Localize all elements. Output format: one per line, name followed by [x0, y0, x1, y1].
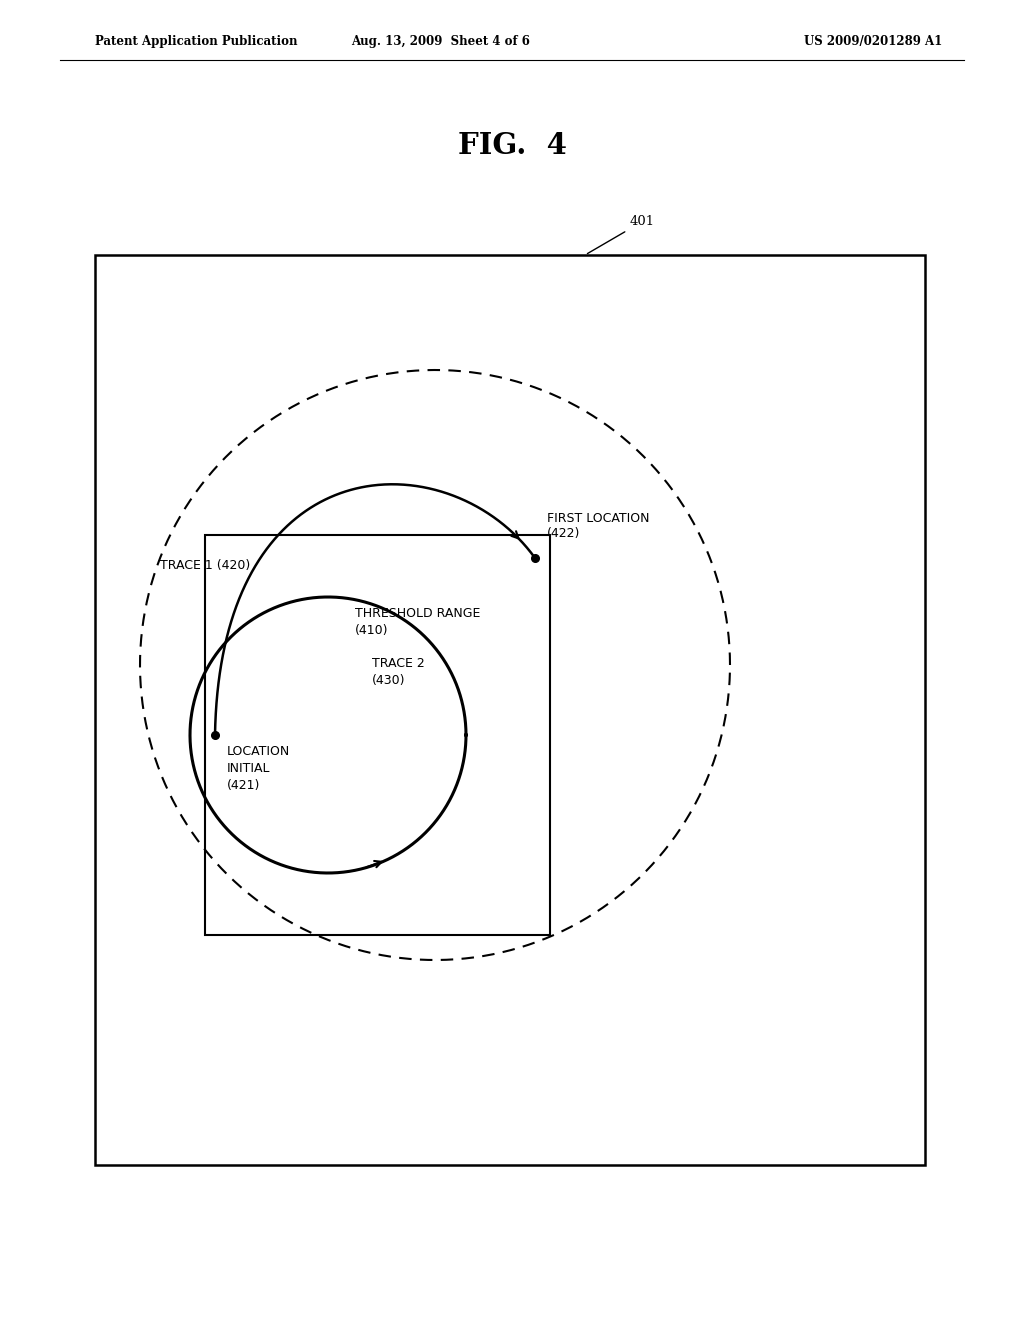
Text: 401: 401: [588, 215, 655, 253]
Text: LOCATION
INITIAL
(421): LOCATION INITIAL (421): [227, 744, 290, 792]
Text: FIRST LOCATION
(422): FIRST LOCATION (422): [547, 512, 649, 540]
Text: FIG.  4: FIG. 4: [458, 131, 566, 160]
Text: TRACE 1 (420): TRACE 1 (420): [160, 558, 250, 572]
Text: Aug. 13, 2009  Sheet 4 of 6: Aug. 13, 2009 Sheet 4 of 6: [351, 36, 529, 49]
Text: US 2009/0201289 A1: US 2009/0201289 A1: [804, 36, 942, 49]
Bar: [95, 255, 925, 1166]
Text: Patent Application Publication: Patent Application Publication: [95, 36, 298, 49]
Bar: [205, 535, 550, 935]
Text: THRESHOLD RANGE
(410): THRESHOLD RANGE (410): [355, 607, 480, 638]
Text: TRACE 2
(430): TRACE 2 (430): [372, 657, 425, 686]
